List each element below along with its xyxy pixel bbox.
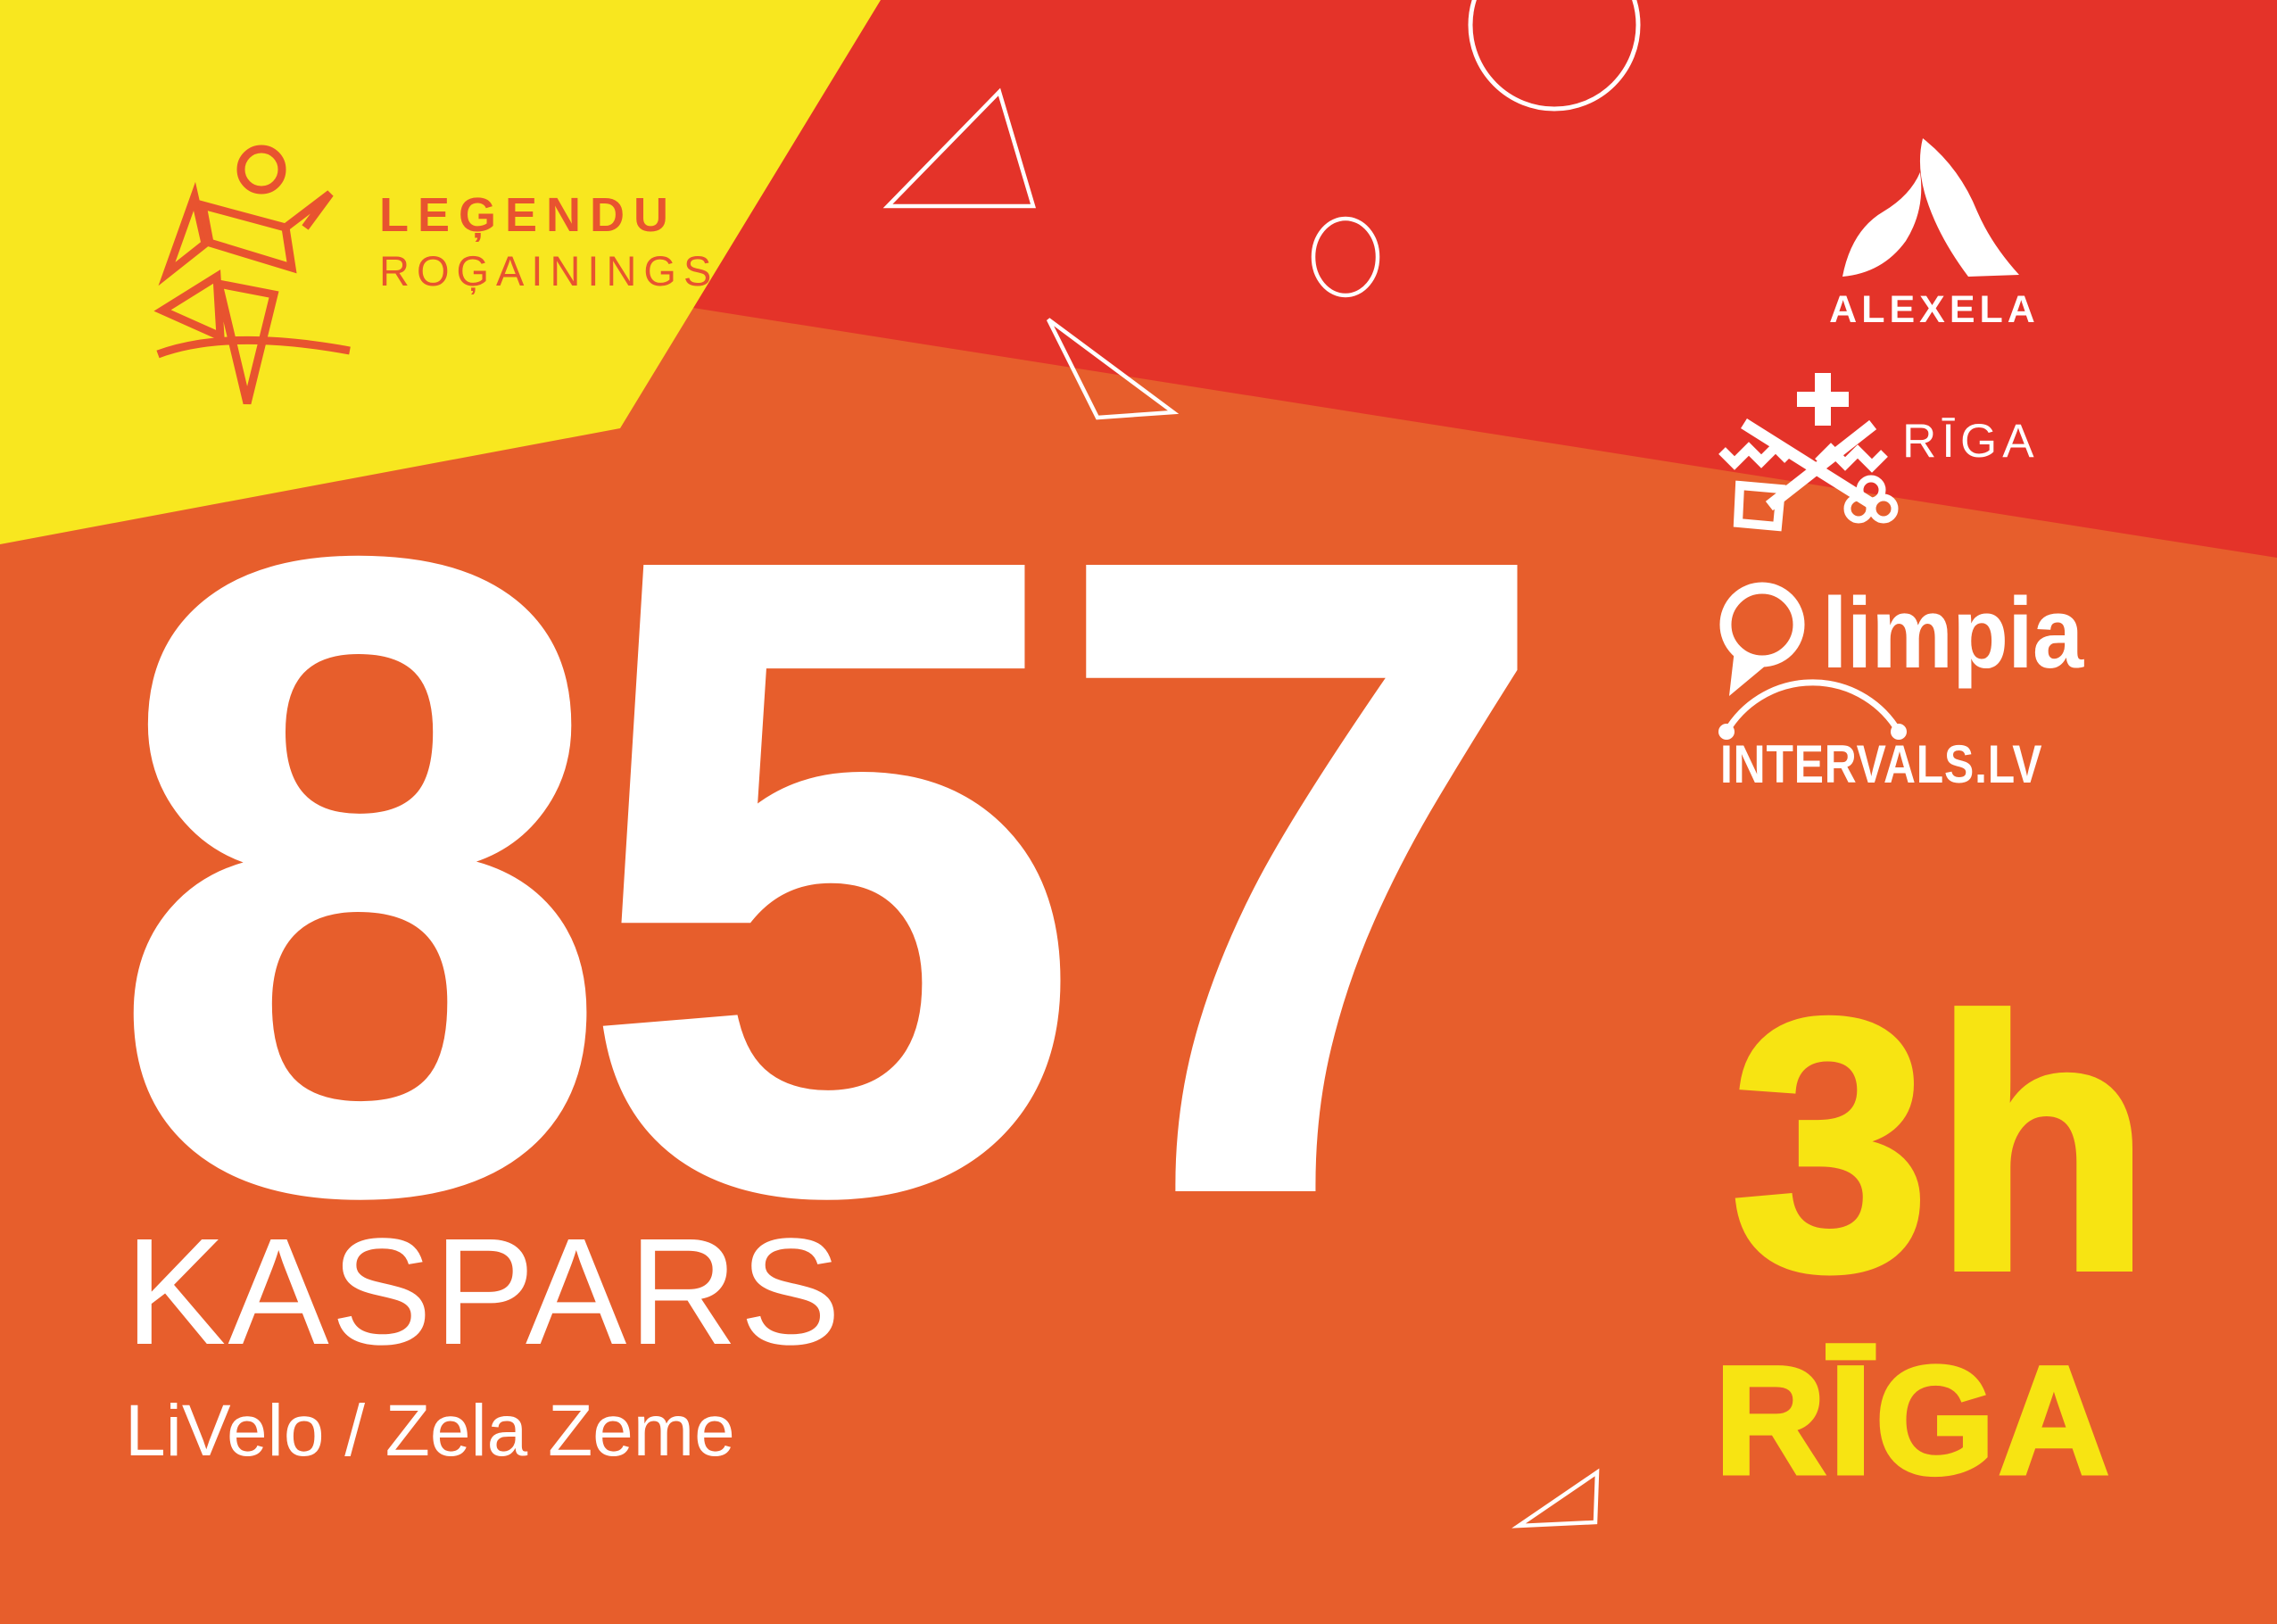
olimpia-wordmark: limpia	[1822, 577, 2083, 689]
city-badge: RĪGA	[1713, 1335, 2113, 1506]
triangle-outline-small-icon	[1046, 318, 1180, 420]
team-name: LiVelo / Zela Zeme	[125, 1390, 735, 1471]
event-logo-line2: ROĢAININGS	[379, 247, 719, 294]
alexela-leaf-a-icon	[1842, 138, 2019, 277]
intervals-wordmark: INTERVALS.LV	[1720, 734, 2043, 794]
bib-number: 857	[105, 377, 1556, 1374]
participant-name: KASPARS	[125, 1207, 843, 1377]
riga-city-wordmark: RĪGA	[1902, 415, 2040, 468]
arc-with-dots-icon	[1718, 679, 1907, 740]
duration-badge: 3h	[1727, 945, 2155, 1344]
ellipse-outline-icon	[1311, 216, 1380, 298]
crossed-keys-cross-icon	[1718, 373, 1899, 532]
event-logo-line1: LEĢENDU	[379, 188, 678, 242]
triangle-outline-bottom-icon	[1511, 1468, 1600, 1529]
yellow-region	[0, 0, 881, 544]
speech-bubble-o-icon	[1719, 582, 1805, 696]
red-region	[693, 0, 2277, 558]
alexela-wordmark: ALEXELA	[1829, 288, 2040, 331]
triangle-outline-large-icon	[882, 87, 1037, 209]
circle-outline-icon	[1468, 0, 1641, 112]
origami-map-reader-icon	[153, 145, 351, 405]
